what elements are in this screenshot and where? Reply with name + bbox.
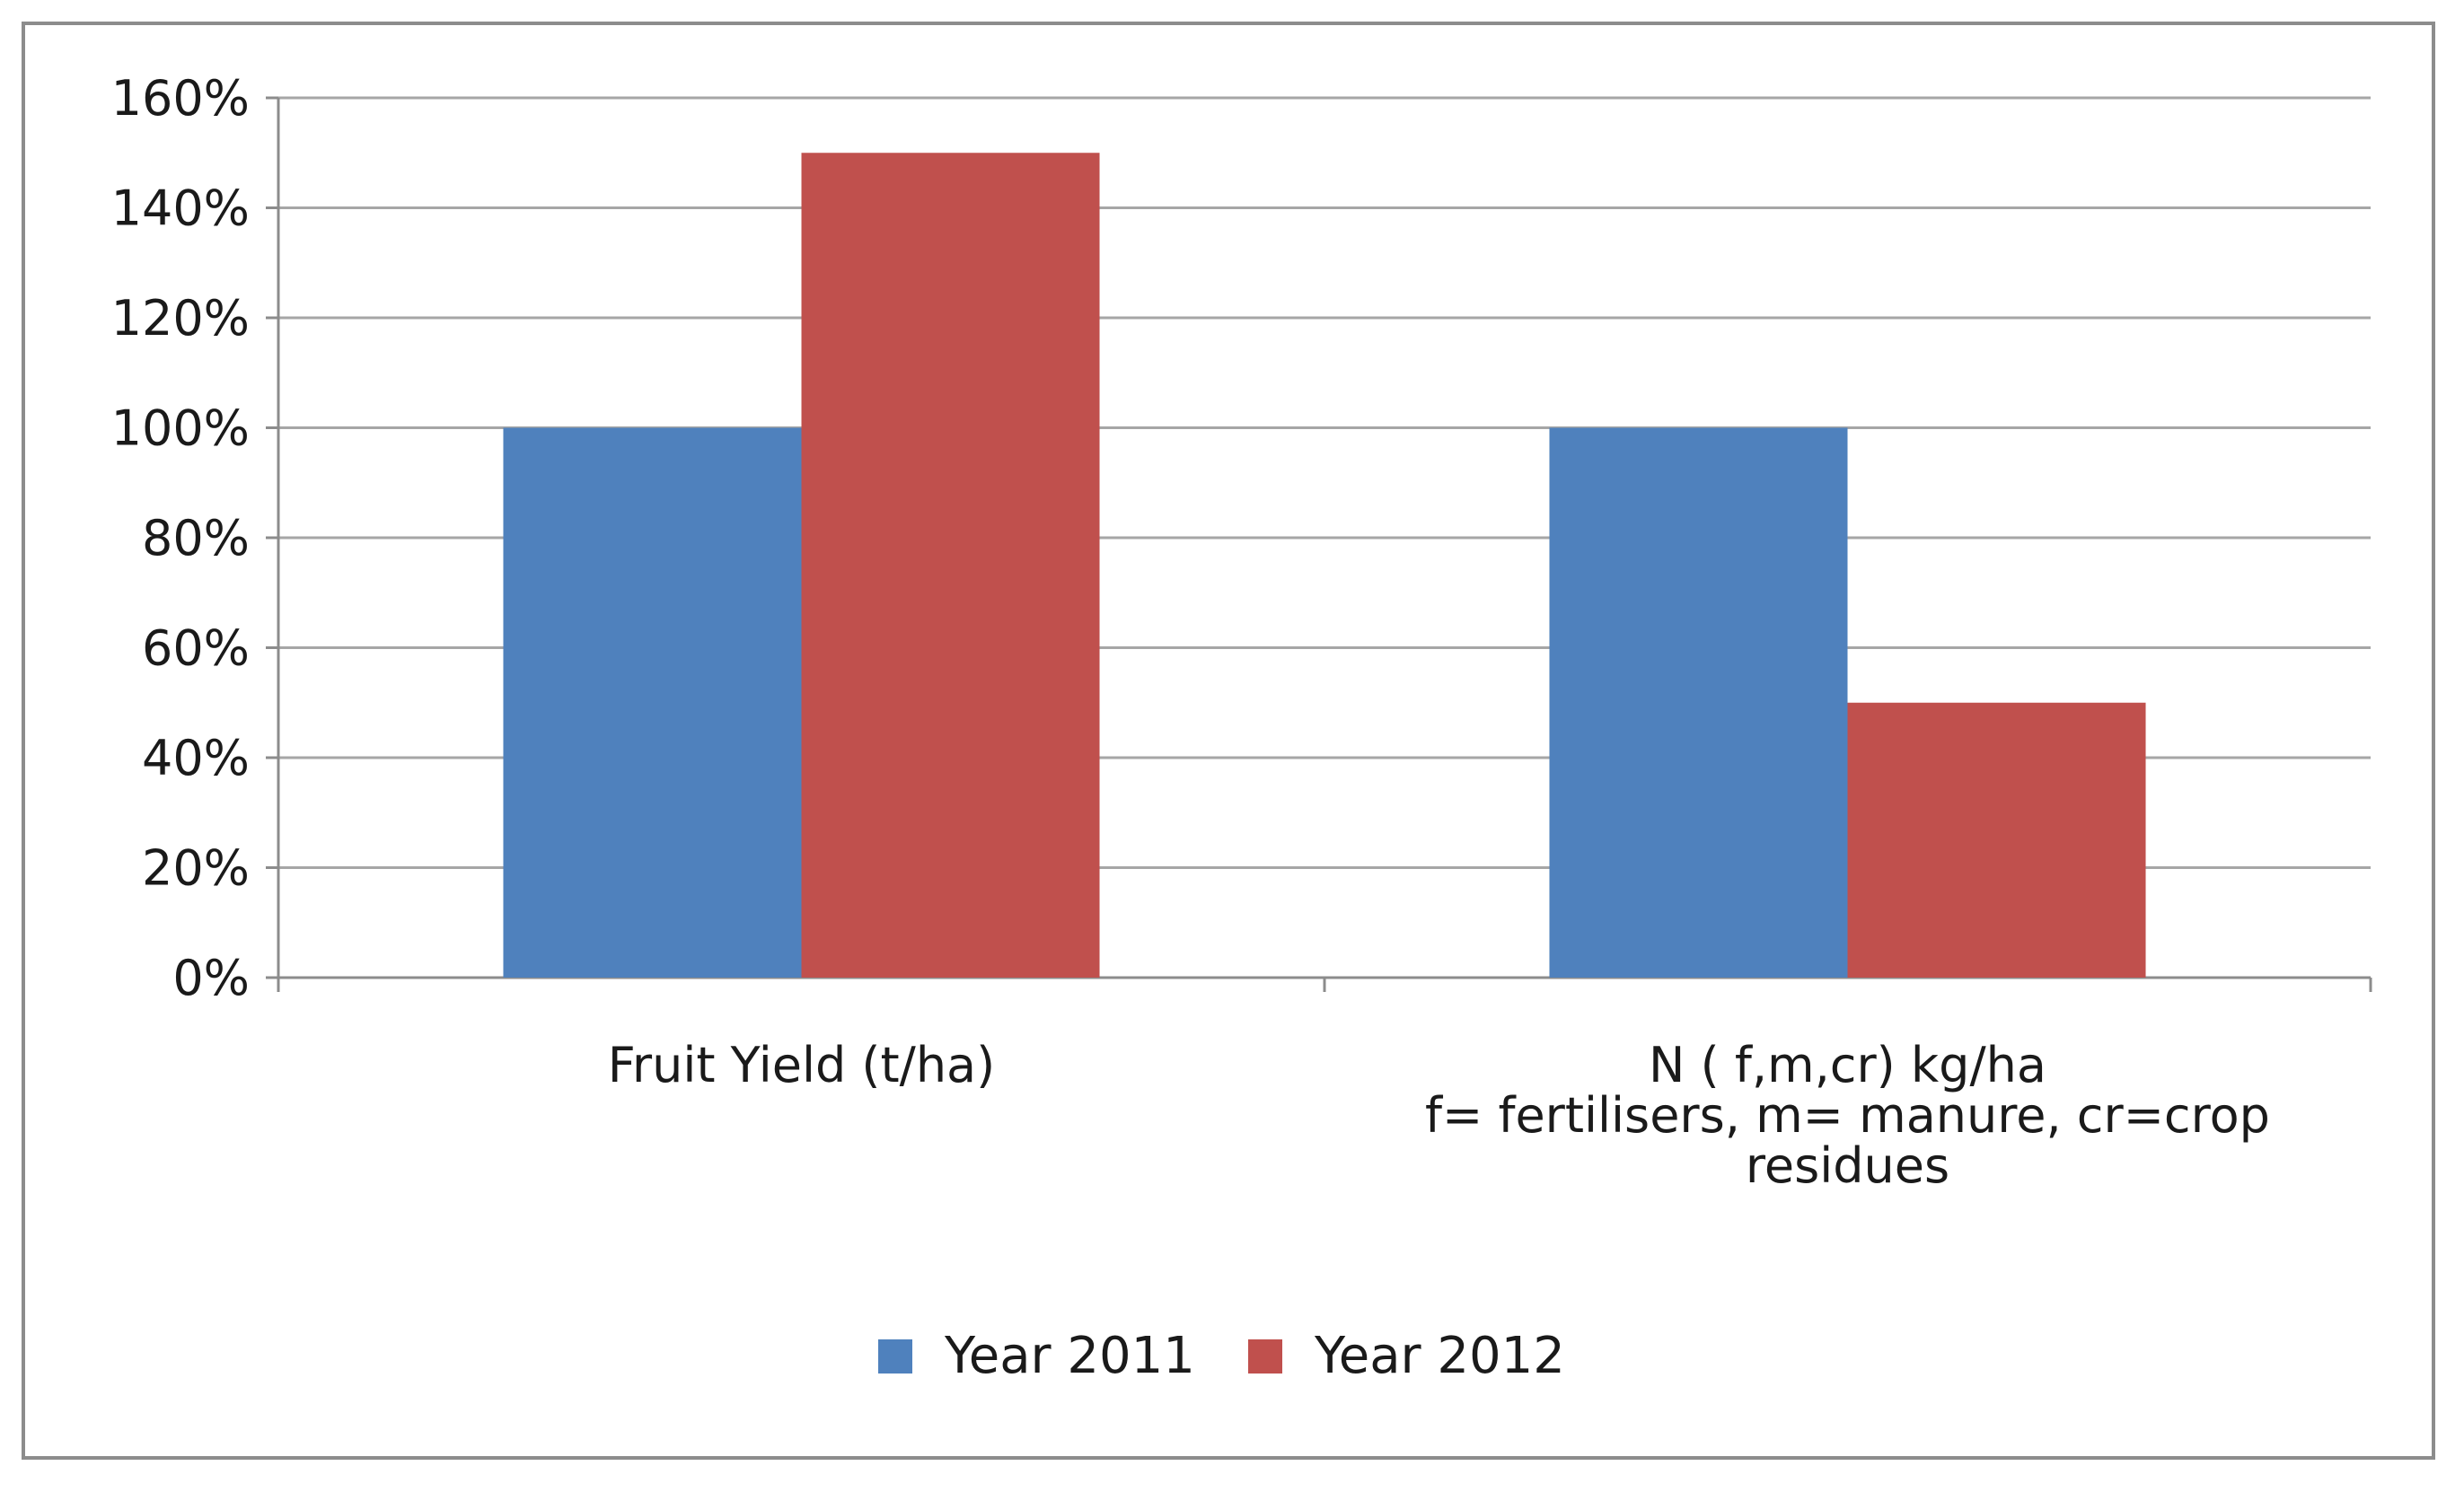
legend-swatch <box>1248 1339 1282 1374</box>
y-tick-label: 80% <box>142 510 250 566</box>
y-tick-label: 160% <box>111 70 250 127</box>
y-tick-label: 60% <box>142 620 250 677</box>
chart-frame: 0% 20% 40% 60% 80% 100% 120% 140% 160% Fruit Yiel… <box>22 22 2435 1460</box>
y-tick-label: 140% <box>111 180 250 237</box>
bar-chart: 0% 20% 40% 60% 80% 100% 120% 140% 160% Fruit Yiel… <box>111 70 2372 1385</box>
y-tick-label: 100% <box>111 400 250 457</box>
bar-year-2011 <box>503 427 802 978</box>
legend-label: Year 2012 <box>1314 1327 1565 1385</box>
bar-year-2012 <box>1847 702 2146 978</box>
legend-label: Year 2011 <box>944 1327 1195 1385</box>
legend-swatch <box>878 1339 912 1374</box>
x-category-label: f= fertilisers, m= manure, cr=crop <box>1425 1087 2270 1144</box>
x-category-label: Fruit Yield (t/ha) <box>608 1037 995 1093</box>
y-tick-label: 0% <box>172 950 250 1006</box>
y-tick-label: 120% <box>111 290 250 347</box>
x-category-label: residues <box>1746 1137 1949 1194</box>
x-category-label: N ( f,m,cr) kg/ha <box>1649 1037 2046 1093</box>
bar-year-2011 <box>1549 427 1848 978</box>
y-tick-label: 40% <box>142 730 250 786</box>
bar-year-2012 <box>801 153 1100 978</box>
y-tick-label: 20% <box>142 840 250 897</box>
